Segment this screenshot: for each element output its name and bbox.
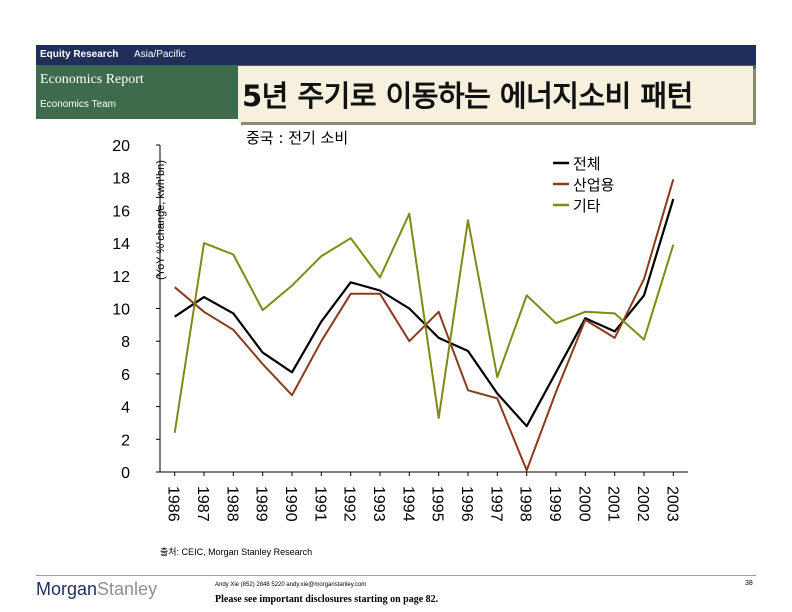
x-tick-label: 1986 xyxy=(165,486,182,522)
division-label: Equity Research xyxy=(40,49,119,60)
report-label: Economics Report xyxy=(40,72,144,87)
y-tick-label: 18 xyxy=(112,171,130,188)
x-tick-label: 1987 xyxy=(194,486,211,522)
x-tick-label: 2003 xyxy=(663,486,680,522)
y-tick-label: 0 xyxy=(121,465,130,482)
x-tick-label: 2000 xyxy=(575,486,592,522)
x-tick-label: 1994 xyxy=(399,486,416,522)
x-tick-label: 1995 xyxy=(429,486,446,522)
y-tick-label: 20 xyxy=(112,138,130,155)
y-tick-label: 10 xyxy=(112,302,130,319)
x-tick-label: 1990 xyxy=(282,486,299,522)
x-tick-label: 1997 xyxy=(487,486,504,522)
y-tick-label: 2 xyxy=(121,432,130,449)
region-label: Asia/Pacific xyxy=(134,49,186,60)
y-tick-label: 14 xyxy=(112,236,130,253)
logo-part-a: Morgan xyxy=(36,579,98,599)
footer-divider xyxy=(36,575,756,576)
logo-part-b: Stanley xyxy=(97,579,158,599)
x-tick-label: 1998 xyxy=(517,486,534,522)
team-label: Economics Team xyxy=(40,99,116,110)
x-tick-label: 2001 xyxy=(605,486,622,522)
x-tick-label: 1993 xyxy=(370,486,387,522)
x-tick-label: 1988 xyxy=(223,486,240,522)
title-box: 5년 주기로 이동하는 에너지소비 패턴 xyxy=(238,66,753,122)
morgan-stanley-logo: MorganStanley xyxy=(36,579,157,600)
page-number: 38 xyxy=(745,580,753,587)
disclosure-note: Please see important disclosures startin… xyxy=(215,594,439,605)
series-line-3 xyxy=(173,212,675,433)
y-axis-title: (YoY % change, kwh bn) xyxy=(155,160,167,280)
contact-line: Andy Xie (852) 2848 5220 andy.xie@morgan… xyxy=(215,582,367,588)
series-line-1 xyxy=(174,198,675,428)
legend-label: 기타 xyxy=(573,197,601,215)
x-tick-label: 1989 xyxy=(253,486,270,522)
x-tick-label: 1992 xyxy=(341,486,358,522)
x-tick-label: 1996 xyxy=(458,486,475,522)
y-tick-label: 6 xyxy=(121,367,130,384)
y-tick-label: 4 xyxy=(121,400,130,417)
y-tick-label: 16 xyxy=(112,203,130,220)
series-line-2 xyxy=(174,179,675,472)
slide-title: 5년 주기로 이동하는 에너지소비 패턴 xyxy=(242,79,693,113)
legend-label: 전체 xyxy=(573,155,601,173)
source-note: 출처: CEIC, Morgan Stanley Research xyxy=(160,547,313,557)
chart-subtitle: 중국 : 전기 소비 xyxy=(246,129,349,147)
header-bar: Equity Research Asia/Pacific xyxy=(36,45,756,65)
x-tick-label: 1991 xyxy=(311,486,328,522)
y-tick-label: 8 xyxy=(121,334,130,351)
x-tick-label: 2002 xyxy=(634,486,651,522)
x-tick-label: 1999 xyxy=(546,486,563,522)
legend-label: 산업용 xyxy=(573,176,614,194)
y-tick-label: 12 xyxy=(112,269,130,286)
